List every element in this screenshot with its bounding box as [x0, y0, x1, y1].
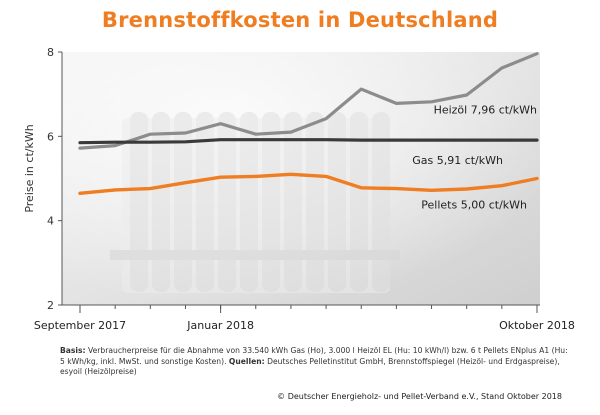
series-labels: Heizöl 7,96 ct/kWh Gas 5,91 ct/kWh Pellets…	[412, 104, 537, 212]
series-label-gas: Gas 5,91 ct/kWh	[412, 154, 503, 167]
series-line-heizoel	[78, 52, 539, 150]
basis-label: Basis:	[60, 346, 86, 355]
copyright-footer: © Deutscher Energieholz- und Pellet-Verb…	[277, 392, 562, 401]
radiator-illustration	[110, 112, 400, 293]
sources-label: Quellen:	[228, 356, 265, 366]
x-tick-label: Oktober 2018	[499, 319, 575, 332]
series-label-pellets: Pellets 5,00 ct/kWh	[421, 199, 527, 212]
y-tick-label: 4	[47, 215, 54, 228]
sources-text: Deutsches Pelletinstitut GmbH, Brennstof…	[60, 356, 560, 377]
x-tick-label: September 2017	[34, 319, 126, 332]
chart-title: Brennstoffkosten in Deutschland	[101, 8, 499, 32]
chart-notes: Basis: Verbraucherpreise für die Abnahme…	[60, 346, 570, 378]
series-line-pellets	[78, 172, 539, 196]
y-tick-label: 8	[47, 46, 54, 59]
series-label-heizoel: Heizöl 7,96 ct/kWh	[434, 104, 537, 117]
fuel-cost-chart: 2 4 6 8 Preise in ct/kWh September 2017 Januar…	[23, 46, 575, 332]
axes: 2 4 6 8 Preise in ct/kWh September 2017 Januar…	[23, 46, 575, 332]
series-line-gas	[78, 138, 539, 145]
y-axis-label: Preise in ct/kWh	[23, 124, 36, 212]
series-lines	[78, 52, 539, 196]
basis-text: Verbraucherpreise für die Abnahme von 33…	[60, 346, 568, 366]
y-tick-label: 6	[47, 130, 54, 143]
y-tick-label: 2	[47, 299, 54, 312]
x-tick-label: Januar 2018	[186, 319, 254, 332]
